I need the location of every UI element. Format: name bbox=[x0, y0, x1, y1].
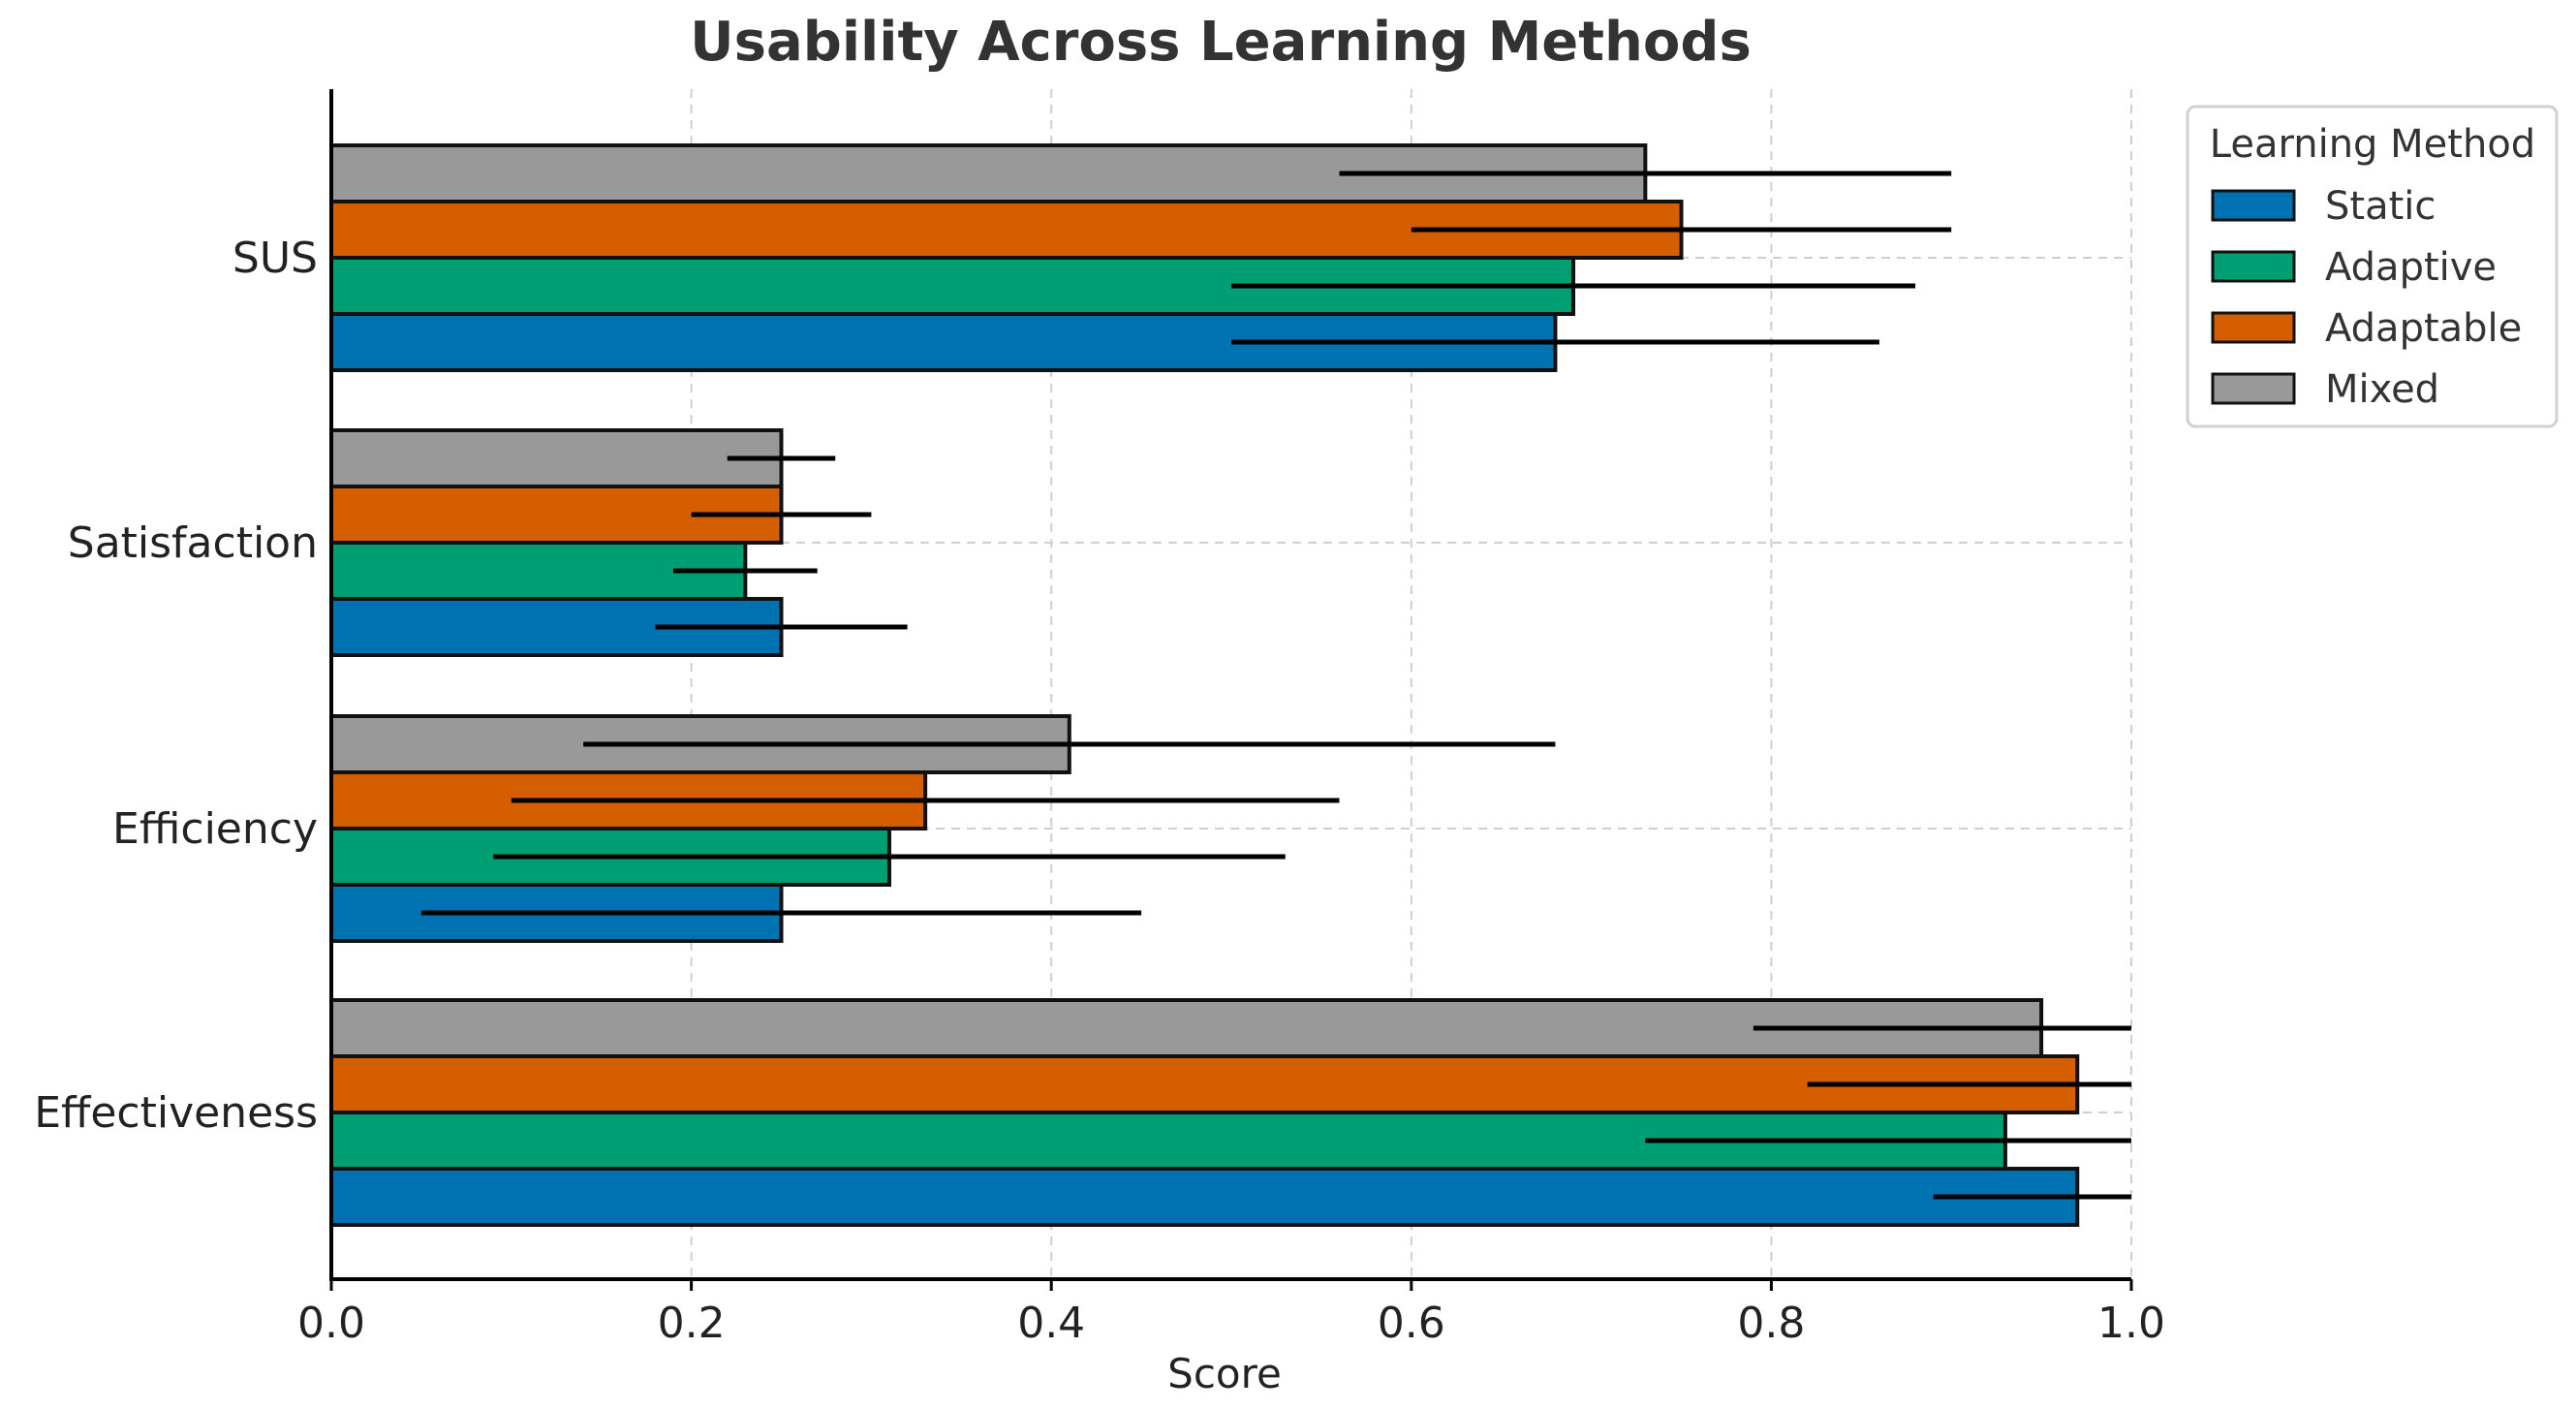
legend-label-mixed: Mixed bbox=[2325, 367, 2439, 412]
legend-swatch-static bbox=[2211, 189, 2296, 222]
legend-label-adaptive: Adaptive bbox=[2325, 245, 2497, 290]
x-tick-label: 0.4 bbox=[1017, 1299, 1085, 1348]
x-axis-label: Score bbox=[1167, 1350, 1282, 1397]
error-bars-layer bbox=[420, 171, 2131, 1200]
y-tick-label-satisfaction: Satisfaction bbox=[68, 518, 318, 568]
legend-label-adaptable: Adaptable bbox=[2325, 306, 2522, 351]
legend-frame bbox=[2186, 105, 2559, 428]
bar-mixed-satisfaction bbox=[329, 428, 784, 488]
bar-static-effectiveness bbox=[329, 1167, 2080, 1227]
y-tick-label-efficiency: Efficiency bbox=[112, 804, 318, 854]
legend-swatch-adaptable bbox=[2211, 311, 2296, 344]
x-tick-label: 0.2 bbox=[658, 1299, 726, 1348]
legend: Learning Method Static Adaptive Adaptable M… bbox=[2186, 105, 2559, 428]
legend-title: Learning Method bbox=[2210, 122, 2535, 167]
y-tick-label-effectiveness: Effectiveness bbox=[34, 1088, 318, 1138]
bars-layer bbox=[329, 143, 2080, 1227]
x-tick-label: 0.8 bbox=[1737, 1299, 1805, 1348]
axis-layer: Effectiveness Efficiency Satisfaction SUS 0.… bbox=[34, 89, 2165, 1348]
legend-swatch-mixed bbox=[2211, 372, 2296, 405]
legend-swatch-adaptive bbox=[2211, 250, 2296, 283]
y-tick-label-sus: SUS bbox=[233, 234, 318, 283]
legend-label-static: Static bbox=[2325, 184, 2436, 229]
x-tick-label: 0.6 bbox=[1378, 1299, 1445, 1348]
x-tick-label: 0.0 bbox=[297, 1299, 365, 1348]
chart-title: Usability Across Learning Methods bbox=[690, 11, 1752, 74]
x-tick-label: 1.0 bbox=[2097, 1299, 2165, 1348]
